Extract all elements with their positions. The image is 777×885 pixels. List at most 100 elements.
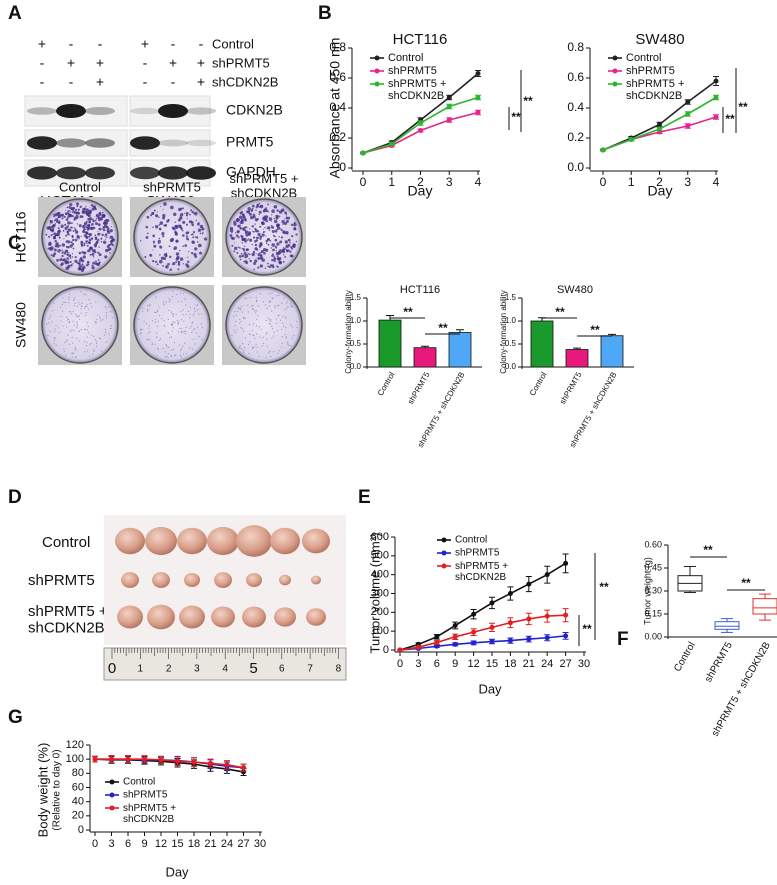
colony: [235, 321, 237, 323]
colony: [88, 332, 90, 334]
colony: [289, 303, 292, 305]
colony: [195, 219, 198, 222]
colony: [194, 328, 196, 330]
colony: [76, 327, 78, 329]
colony: [100, 320, 102, 322]
colony: [52, 223, 56, 228]
y-tick-label: 0.4: [567, 100, 584, 114]
colony: [96, 319, 98, 321]
colony: [60, 213, 65, 217]
colony: [98, 253, 102, 257]
colony: [96, 262, 100, 267]
colony: [68, 254, 72, 258]
colony: [204, 237, 208, 241]
colony: [163, 324, 165, 326]
colony: [62, 325, 64, 327]
colony: [152, 234, 156, 238]
colony: [174, 321, 176, 323]
colony: [89, 253, 92, 256]
colony: [251, 307, 254, 310]
colony: [160, 256, 165, 260]
colony: [145, 225, 149, 229]
colony: [81, 305, 83, 307]
colony: [169, 255, 172, 259]
colony: [178, 224, 182, 229]
colony: [185, 326, 187, 328]
colony: [101, 228, 103, 230]
colony: [187, 310, 189, 313]
colony: [243, 249, 246, 252]
colony: [87, 325, 89, 328]
colony: [53, 248, 57, 252]
y-tick-label: 0.5: [505, 339, 517, 348]
colony: [252, 215, 256, 219]
colony: [271, 310, 273, 312]
colony: [275, 251, 280, 256]
colony: [284, 218, 286, 220]
colony: [247, 304, 249, 306]
legend-label: shPRMT5 + shCDKN2B: [123, 803, 176, 825]
colony: [59, 248, 61, 251]
ruler-label: 8: [336, 664, 342, 675]
colony: [55, 324, 57, 327]
tumor: [179, 605, 205, 629]
x-tick-label: 12: [467, 658, 479, 670]
blot-band: [85, 107, 115, 115]
colony: [101, 217, 103, 219]
sign: +: [67, 55, 75, 71]
x-tick-label: 0: [397, 658, 403, 670]
colony: [248, 228, 251, 230]
colony: [88, 299, 90, 301]
colony: [239, 345, 241, 347]
colony: [167, 346, 170, 348]
x-tick-label: 3: [415, 658, 421, 670]
colony: [184, 244, 188, 247]
colony: [47, 322, 49, 324]
colony: [177, 268, 180, 271]
colony: [68, 321, 70, 323]
y-tick-label: 1.0: [505, 316, 517, 325]
colony: [85, 294, 87, 296]
plate: [225, 286, 303, 364]
colony: [285, 214, 288, 216]
colony: [76, 223, 79, 225]
marker: [544, 635, 550, 641]
colony: [239, 309, 242, 311]
colony: [57, 327, 59, 329]
colony: [241, 343, 244, 345]
colony: [262, 301, 264, 303]
colony: [185, 235, 188, 238]
colony: [239, 322, 241, 324]
y-tick-label: 40: [72, 796, 84, 808]
colony: [80, 235, 82, 238]
colony: [90, 334, 92, 336]
x-tick-label: 0: [360, 175, 367, 189]
colony: [236, 218, 240, 222]
colony: [148, 325, 150, 327]
y-tick-label: 300: [371, 587, 389, 599]
colony: [255, 296, 257, 298]
legend-label: shPRMT5: [626, 65, 675, 77]
colony: [138, 318, 140, 320]
colony: [269, 239, 272, 242]
colony: [83, 293, 85, 295]
series-line: [95, 758, 244, 769]
annotation: **: [438, 321, 448, 335]
marker: [452, 623, 458, 629]
colony: [89, 217, 93, 221]
y-axis-label: Colony-formation ability: [344, 290, 353, 374]
marker: [471, 640, 477, 646]
colony: [155, 225, 159, 229]
colony: [76, 321, 78, 323]
colony: [175, 313, 177, 316]
colony: [266, 332, 268, 334]
colony: [52, 233, 54, 236]
colony: [273, 257, 277, 261]
colony: [185, 214, 188, 217]
colony: [238, 308, 240, 310]
legend-label: Control: [455, 535, 487, 546]
colony: [258, 213, 260, 216]
colony: [57, 221, 59, 223]
colony: [170, 355, 172, 357]
colony: [157, 239, 161, 244]
